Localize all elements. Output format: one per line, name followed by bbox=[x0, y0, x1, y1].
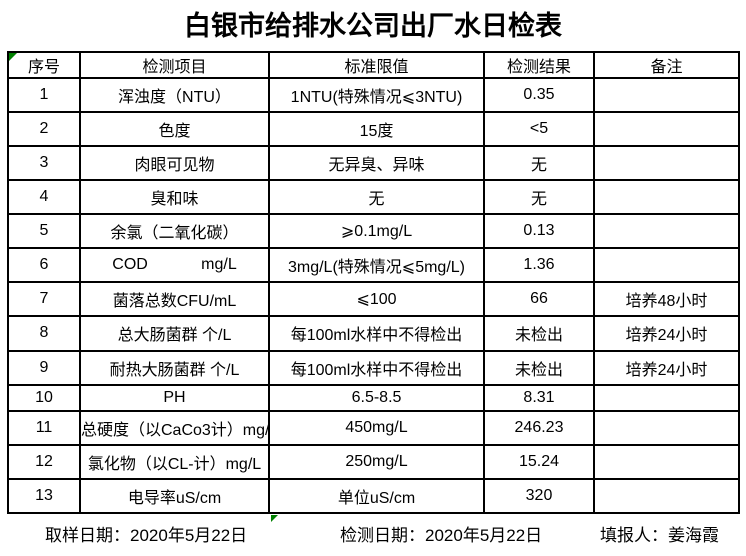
sampling-date: 取样日期：2020年5月22日 bbox=[45, 526, 247, 546]
cell-item[interactable]: 色度 bbox=[79, 111, 270, 148]
cell-item[interactable]: 臭和味 bbox=[79, 179, 270, 216]
table-row: 4 臭和味无无 bbox=[7, 179, 740, 216]
cell-standard[interactable]: ⩽100 bbox=[268, 281, 485, 318]
cell-no[interactable]: 5 bbox=[7, 213, 81, 250]
cell-result[interactable]: 320 bbox=[483, 477, 595, 515]
cell-result[interactable]: 0.13 bbox=[483, 213, 595, 250]
column-header-item[interactable]: 检测项目 bbox=[79, 51, 270, 79]
cell-standard[interactable]: 无异臭、异味 bbox=[268, 145, 485, 182]
table-header-row: 序号 检测项目 标准限值 检测结果 备注 bbox=[7, 51, 740, 79]
cell-standard[interactable]: 每100ml水样中不得检出 bbox=[268, 349, 485, 386]
cell-no[interactable]: 8 bbox=[7, 315, 81, 352]
cell-no[interactable]: 6 bbox=[7, 247, 81, 284]
reporter-label: 填报人： bbox=[600, 526, 668, 545]
cell-error-indicator-icon bbox=[271, 515, 278, 522]
cell-item[interactable]: 肉眼可见物 bbox=[79, 145, 270, 182]
page-title: 白银市给排水公司出厂水日检表 bbox=[184, 11, 562, 41]
column-header-remark[interactable]: 备注 bbox=[593, 51, 740, 79]
table-row: 7 菌落总数CFU/mL ⩽100 66 培养48小时 bbox=[7, 281, 740, 318]
cell-remark[interactable] bbox=[593, 145, 740, 182]
table-row: 2 色度 15度 <5 bbox=[7, 111, 740, 148]
cell-standard[interactable]: 1NTU(特殊情况⩽3NTU) bbox=[268, 76, 485, 114]
cell-result[interactable]: 0.35 bbox=[483, 76, 595, 114]
cell-no[interactable]: 7 bbox=[7, 281, 81, 318]
cell-result[interactable]: 1.36 bbox=[483, 247, 595, 284]
testing-date-value: 2020年5月22日 bbox=[425, 526, 543, 545]
cell-no[interactable]: 12 bbox=[7, 443, 81, 480]
cell-remark[interactable] bbox=[593, 383, 740, 412]
cell-no[interactable]: 13 bbox=[7, 477, 81, 515]
cell-no[interactable]: 10 bbox=[7, 383, 81, 412]
cell-remark[interactable] bbox=[593, 477, 740, 515]
cell-item[interactable]: 菌落总数CFU/mL bbox=[79, 281, 270, 318]
reporter-name: 姜海霞 bbox=[668, 526, 719, 545]
table-row: 11 总硬度（以CaCo3计）mg/L 450mg/L 246.23 bbox=[7, 409, 740, 446]
cell-item[interactable]: 总硬度（以CaCo3计）mg/L bbox=[79, 409, 270, 446]
cell-no[interactable]: 1 bbox=[7, 76, 81, 114]
table-row: 13 电导率uS/cm 单位uS/cm 320 bbox=[7, 477, 740, 515]
cell-result[interactable]: 246.23 bbox=[483, 409, 595, 446]
column-header-serial[interactable]: 序号 bbox=[7, 51, 81, 79]
cell-result[interactable]: 未检出 bbox=[483, 349, 595, 386]
column-header-standard[interactable]: 标准限值 bbox=[268, 51, 485, 79]
cell-no[interactable]: 4 bbox=[7, 179, 81, 216]
cell-standard[interactable]: 3mg/L(特殊情况⩽5mg/L) bbox=[268, 247, 485, 284]
table-row: 8 总大肠菌群 个/L 每100ml水样中不得检出 未检出 培养24小时 bbox=[7, 315, 740, 352]
cell-standard[interactable]: 每100ml水样中不得检出 bbox=[268, 315, 485, 352]
cell-standard[interactable]: 6.5-8.5 bbox=[268, 383, 485, 412]
cell-no[interactable]: 9 bbox=[7, 349, 81, 386]
sampling-date-value: 2020年5月22日 bbox=[130, 526, 248, 545]
cell-result[interactable]: 无 bbox=[483, 179, 595, 216]
cell-standard[interactable]: 单位uS/cm bbox=[268, 477, 485, 515]
table-row: 3 肉眼可见物 无异臭、异味无 bbox=[7, 145, 740, 182]
table-row: 1 浑浊度（NTU） 1NTU(特殊情况⩽3NTU) 0.35 bbox=[7, 76, 740, 114]
cell-no[interactable]: 11 bbox=[7, 409, 81, 446]
cell-remark[interactable] bbox=[593, 76, 740, 114]
column-header-result[interactable]: 检测结果 bbox=[483, 51, 595, 79]
cell-item[interactable]: 总大肠菌群 个/L bbox=[79, 315, 270, 352]
cell-remark[interactable]: 培养24小时 bbox=[593, 349, 740, 386]
cell-result[interactable]: 8.31 bbox=[483, 383, 595, 412]
cell-standard[interactable]: 15度 bbox=[268, 111, 485, 148]
cell-remark[interactable] bbox=[593, 213, 740, 250]
cell-item[interactable]: 电导率uS/cm bbox=[79, 477, 270, 515]
cell-item[interactable]: COD mg/L bbox=[79, 247, 270, 284]
table-row: 12 氯化物（以CL-计）mg/L 250mg/L 15.24 bbox=[7, 443, 740, 480]
inspection-table: 序号 检测项目 标准限值 检测结果 备注 1 浑浊度（NTU） 1NTU(特殊情况⩽… bbox=[7, 51, 740, 515]
cell-standard[interactable]: 250mg/L bbox=[268, 443, 485, 480]
cell-remark[interactable] bbox=[593, 179, 740, 216]
cell-no[interactable]: 2 bbox=[7, 111, 81, 148]
cell-result[interactable]: 15.24 bbox=[483, 443, 595, 480]
cell-item[interactable]: 余氯（二氧化碳） bbox=[79, 213, 270, 250]
testing-date-label: 检测日期： bbox=[340, 526, 425, 545]
cell-result[interactable]: 未检出 bbox=[483, 315, 595, 352]
cell-result[interactable]: <5 bbox=[483, 111, 595, 148]
table-row: 6 COD mg/L 3mg/L(特殊情况⩽5mg/L) 1.36 bbox=[7, 247, 740, 284]
cell-item[interactable]: PH bbox=[79, 383, 270, 412]
cell-result[interactable]: 无 bbox=[483, 145, 595, 182]
cell-standard[interactable]: 450mg/L bbox=[268, 409, 485, 446]
cell-remark[interactable] bbox=[593, 247, 740, 284]
cell-remark[interactable]: 培养24小时 bbox=[593, 315, 740, 352]
table-row: 5 余氯（二氧化碳） ⩾0.1mg/L 0.13 bbox=[7, 213, 740, 250]
sampling-date-label: 取样日期： bbox=[45, 526, 130, 545]
table-row: 9 耐热大肠菌群 个/L 每100ml水样中不得检出 未检出 培养24小时 bbox=[7, 349, 740, 386]
cell-item[interactable]: 氯化物（以CL-计）mg/L bbox=[79, 443, 270, 480]
reporter: 填报人：姜海霞 bbox=[600, 526, 719, 546]
cell-no[interactable]: 3 bbox=[7, 145, 81, 182]
table-row: 10 PH 6.5-8.5 8.31 bbox=[7, 383, 740, 412]
cell-remark[interactable] bbox=[593, 111, 740, 148]
cell-remark[interactable]: 培养48小时 bbox=[593, 281, 740, 318]
cell-remark[interactable] bbox=[593, 443, 740, 480]
cell-result[interactable]: 66 bbox=[483, 281, 595, 318]
cell-remark[interactable] bbox=[593, 409, 740, 446]
cell-item[interactable]: 耐热大肠菌群 个/L bbox=[79, 349, 270, 386]
cell-standard[interactable]: 无 bbox=[268, 179, 485, 216]
cell-standard[interactable]: ⩾0.1mg/L bbox=[268, 213, 485, 250]
testing-date: 检测日期：2020年5月22日 bbox=[340, 526, 542, 546]
cell-item[interactable]: 浑浊度（NTU） bbox=[79, 76, 270, 114]
